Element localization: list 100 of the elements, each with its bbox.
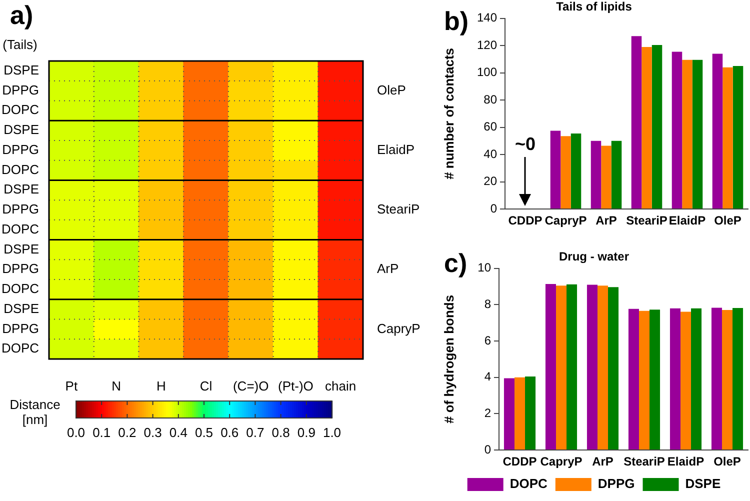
y-tick-label: DOPC (1, 162, 39, 177)
y-tick-label: 0 (484, 442, 492, 456)
chart-title: Drug - water (558, 250, 630, 264)
x-tick-label: N (112, 378, 121, 394)
bar (712, 54, 723, 208)
color-bar-label: 0.9 (297, 425, 316, 440)
bar (504, 378, 514, 450)
x-tick-label: CDDP (508, 214, 542, 228)
y-tick-label: DOPC (1, 340, 39, 356)
bar (692, 60, 703, 208)
y-tick-label: DPPG (2, 142, 39, 157)
bar (732, 308, 744, 450)
y-tick-label: DPPG (2, 261, 39, 276)
y-tick-label: 80 (484, 92, 498, 106)
color-bar-title: Distance [nm] (10, 397, 60, 428)
annotation: ~0 (514, 134, 536, 154)
x-tick-label: ArP (592, 454, 614, 469)
y2-tick-label: CapryP (377, 320, 420, 336)
x-tick-label: SteariP (624, 454, 665, 469)
bar (711, 308, 722, 450)
color-bar-label: 0.3 (144, 425, 162, 440)
color-bar-label: 0.1 (92, 425, 111, 440)
y2-tick-label: OleP (377, 82, 406, 98)
x-tick-label: (Pt-)O (278, 378, 314, 394)
color-bar-label: 0.5 (194, 425, 214, 440)
y-tick-label: 0 (490, 201, 498, 216)
y-tick-label: DSPE (4, 241, 40, 256)
bar (638, 310, 650, 450)
y-tick-label: 140 (476, 10, 498, 25)
y-axis-title: (Tails) (2, 37, 38, 52)
color-bar-label: 0.7 (246, 425, 264, 440)
x-tick-label: H (156, 378, 166, 394)
bar (611, 140, 622, 208)
y-tick-label: 100 (476, 65, 498, 80)
x-tick-label: SteariP (626, 214, 668, 228)
x-tick-label: OleP (714, 454, 741, 469)
bar (691, 308, 702, 450)
bar (525, 376, 536, 450)
bar (570, 133, 582, 208)
bar (680, 312, 692, 450)
y-tick-label: 6 (484, 333, 492, 348)
color-bar-label: 0.6 (220, 425, 239, 440)
x-tick-label: chain (325, 378, 356, 394)
bar (682, 60, 692, 208)
bar (556, 286, 567, 450)
bar (672, 52, 682, 208)
color-bar-label: 0.8 (272, 425, 290, 440)
y-axis-title: # of hydrogen bonds (441, 294, 456, 424)
x-tick-label: ElaidP (668, 214, 706, 228)
text: c) (444, 248, 468, 278)
y-tick-label: DOPC (1, 102, 39, 118)
y-tick-label: 40 (484, 146, 498, 161)
y-tick-label: 2 (484, 406, 492, 420)
x-tick-label: CDDP (502, 454, 537, 469)
y2-tick-label: ArP (377, 261, 399, 276)
color-bar-label: 0.4 (169, 425, 188, 440)
bar (566, 284, 578, 450)
y-tick-label: DPPG (2, 320, 39, 336)
x-tick-label: (C=)O (232, 378, 269, 394)
y-tick-label: DPPG (2, 82, 39, 98)
bar (545, 284, 556, 450)
y-tick-label: DSPE (4, 300, 40, 316)
bar (590, 140, 602, 208)
y2-tick-label: SteariP (377, 202, 420, 217)
y-tick-label: DOPC (1, 221, 39, 236)
y-tick-label: DOPC (1, 281, 39, 296)
bar (642, 46, 652, 208)
bar (722, 67, 733, 208)
x-tick-label: ArP (596, 214, 617, 228)
chart-title: Tails of lipids (556, 0, 632, 14)
bar (670, 308, 680, 450)
bar (732, 66, 744, 208)
y-tick-label: DSPE (4, 62, 40, 78)
x-tick-label: OleP (714, 214, 742, 228)
y-tick-label: 120 (476, 38, 498, 52)
y-axis-title: # number of contacts (441, 48, 456, 180)
y-tick-label: DSPE (4, 182, 40, 197)
y-tick-label: 60 (484, 120, 498, 134)
y-tick-label: DPPG (2, 202, 39, 217)
bar (514, 377, 526, 450)
y-tick-label: DSPE (4, 122, 40, 138)
color-bar-label: 0.2 (118, 425, 136, 440)
x-tick-label: CapryP (540, 454, 582, 469)
x-tick-label: Cl (200, 378, 212, 394)
legend-label: DOPC (510, 476, 548, 492)
text: b) (444, 6, 469, 36)
y-tick-label: 8 (484, 297, 492, 312)
text: a) (10, 0, 34, 30)
y-tick-label: 20 (484, 174, 498, 188)
bar (722, 310, 733, 450)
y-tick-label: 4 (484, 370, 492, 384)
bar (550, 130, 561, 208)
bar (560, 136, 571, 208)
bar (608, 287, 619, 450)
legend-label: DPPG (598, 476, 635, 492)
x-tick-label: CapryP (544, 214, 587, 228)
x-tick-label: ElaidP (667, 454, 704, 469)
bar (597, 286, 608, 450)
y-tick-label: 10 (478, 260, 492, 275)
bar (631, 36, 642, 208)
